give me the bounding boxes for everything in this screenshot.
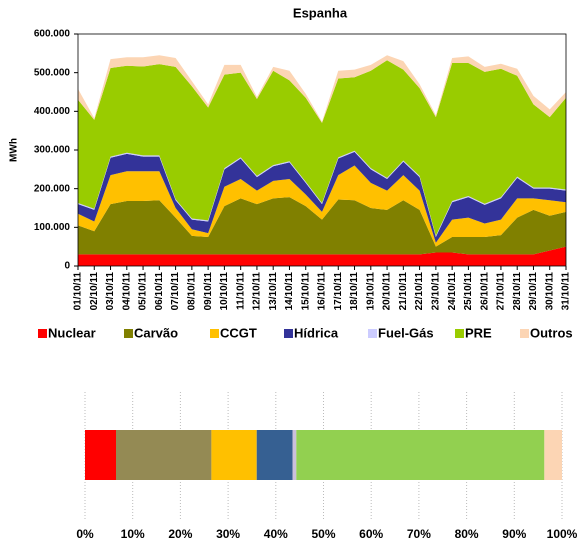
x-tick-label: 30/10/11: [544, 272, 555, 311]
legend-swatch: [455, 329, 464, 338]
y-tick-label: 600.000: [34, 29, 71, 40]
x-tick-label: 16/10/11: [317, 272, 328, 311]
x-tick-label: 03/10/11: [105, 272, 116, 311]
x-tick-label: 28/10/11: [512, 272, 523, 311]
x-tick-label: 08/10/11: [187, 272, 198, 311]
legend-label: Hídrica: [294, 325, 339, 340]
legend-swatch: [38, 329, 47, 338]
legend-label: PRE: [465, 325, 492, 340]
x-tick-label: 20/10/11: [382, 272, 393, 311]
area: [78, 197, 566, 255]
x-tick-label: 21/10/11: [398, 272, 409, 311]
legend-label: Carvão: [134, 325, 178, 340]
bar-segment: [296, 430, 545, 480]
x-tick-label: 29/10/11: [528, 272, 539, 311]
x-tick-label: 23/10/11: [431, 272, 442, 311]
x-tick-label: 10%: [121, 527, 145, 541]
area: [78, 246, 566, 266]
x-tick-label: 17/10/11: [333, 272, 344, 311]
legend-label: Fuel-Gás: [378, 325, 434, 340]
x-tick-label: 80%: [455, 527, 479, 541]
x-tick-label: 10/10/11: [219, 272, 230, 311]
area: [78, 60, 566, 236]
area: [78, 151, 566, 243]
x-tick-label: 50%: [311, 527, 335, 541]
bar-segment: [116, 430, 212, 480]
x-tick-label: 14/10/11: [284, 272, 295, 311]
x-tick-label: 70%: [407, 527, 431, 541]
bar-segment: [256, 430, 293, 480]
x-tick-label: 06/10/11: [154, 272, 165, 311]
x-tick-label: 27/10/11: [496, 272, 507, 311]
x-tick-label: 02/10/11: [89, 272, 100, 311]
bar-segment: [544, 430, 562, 480]
y-tick-label: 300.000: [34, 145, 71, 156]
bar-segment: [211, 430, 257, 480]
y-tick-label: 400.000: [34, 106, 71, 117]
x-tick-label: 18/10/11: [349, 272, 360, 311]
x-tick-label: 100%: [547, 527, 578, 541]
x-tick-label: 22/10/11: [414, 272, 425, 311]
y-tick-label: 200.000: [34, 183, 71, 194]
legend-swatch: [284, 329, 293, 338]
x-tick-label: 15/10/11: [300, 272, 311, 311]
x-tick-label: 12/10/11: [252, 272, 263, 311]
bar-segment: [85, 430, 117, 480]
legend-swatch: [520, 329, 529, 338]
y-axis-label: MWh: [9, 138, 20, 162]
legend-swatch: [368, 329, 377, 338]
x-tick-label: 90%: [502, 527, 526, 541]
x-tick-label: 25/10/11: [463, 272, 474, 311]
x-tick-label: 19/10/11: [365, 272, 376, 311]
x-tick-label: 05/10/11: [138, 272, 149, 311]
x-tick-label: 13/10/11: [268, 272, 279, 311]
area: [78, 55, 566, 123]
x-tick-label: 60%: [359, 527, 383, 541]
area: [78, 165, 566, 247]
chart-title: Espanha: [293, 5, 348, 20]
y-tick-label: 0: [64, 261, 70, 272]
legend-label: CCGT: [220, 325, 257, 340]
legend-label: Outros: [530, 325, 573, 340]
legend-swatch: [124, 329, 133, 338]
legend-swatch: [210, 329, 219, 338]
x-tick-label: 0%: [76, 527, 94, 541]
x-tick-label: 04/10/11: [121, 272, 132, 311]
x-tick-label: 30%: [216, 527, 240, 541]
x-tick-label: 26/10/11: [479, 272, 490, 311]
x-tick-label: 09/10/11: [203, 272, 214, 311]
y-tick-label: 500.000: [34, 67, 71, 78]
x-tick-label: 07/10/11: [170, 272, 181, 311]
x-tick-label: 01/10/11: [73, 272, 84, 311]
x-tick-label: 20%: [168, 527, 192, 541]
x-tick-label: 40%: [264, 527, 288, 541]
legend-label: Nuclear: [48, 325, 96, 340]
bar-segment: [292, 430, 297, 480]
x-tick-label: 11/10/11: [235, 272, 246, 310]
x-tick-label: 31/10/11: [561, 272, 572, 311]
x-tick-label: 24/10/11: [447, 272, 458, 311]
y-tick-label: 100.000: [34, 222, 71, 233]
